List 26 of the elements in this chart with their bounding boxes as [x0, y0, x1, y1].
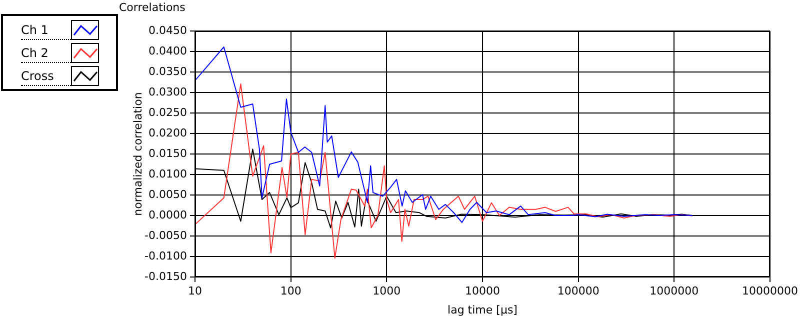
- y-tick-label: 0.0250: [148, 106, 187, 119]
- x-tick-label: 1000000: [650, 284, 699, 298]
- y-tick-label: 0.0350: [148, 64, 187, 78]
- x-tick-label: 10000000: [742, 284, 798, 298]
- x-tick-label: 10000: [465, 284, 500, 298]
- y-axis-title: normalized correlation: [131, 92, 144, 216]
- y-tick-label: 0.0450: [148, 24, 187, 37]
- y-tick-label: 0.0300: [148, 85, 187, 98]
- x-tick-label: 1000: [372, 284, 401, 298]
- legend-label: Ch 1: [21, 20, 71, 40]
- legend-label: Cross: [21, 66, 71, 86]
- x-tick-label: 100000: [557, 284, 600, 298]
- y-tick-label: -0.0050: [144, 228, 187, 242]
- y-tick-label: 0.0100: [148, 167, 187, 180]
- x-tick-label: 100: [280, 284, 302, 298]
- chart-title: Correlations: [119, 1, 186, 14]
- y-tick-label: -0.0150: [144, 270, 187, 283]
- y-tick-label: 0.0000: [148, 208, 187, 222]
- x-axis-title: lag time [µs]: [448, 303, 518, 316]
- y-tick-label: 0.0400: [148, 44, 187, 58]
- y-tick-label: -0.0100: [144, 249, 187, 262]
- x-tick-label: 10: [188, 284, 202, 298]
- y-tick-label: 0.0200: [148, 126, 187, 140]
- y-tick-label: 0.0050: [148, 188, 187, 201]
- y-tick-label: 0.0150: [148, 146, 187, 160]
- legend-label: Ch 2: [21, 44, 71, 62]
